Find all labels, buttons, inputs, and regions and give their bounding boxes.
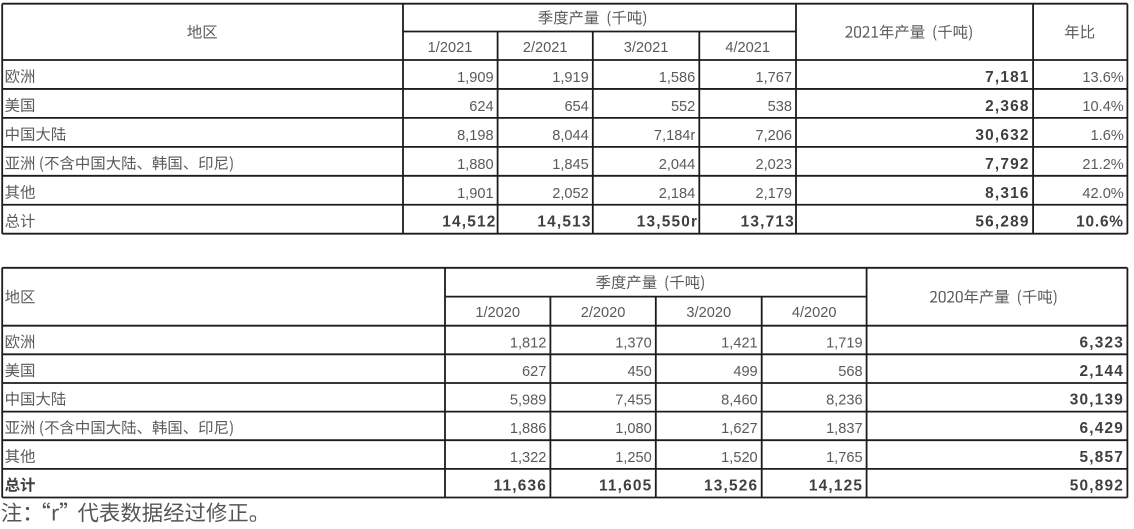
svg-text:450: 450 [627, 364, 651, 380]
svg-text:5,989: 5,989 [510, 393, 547, 409]
svg-text:50,892: 50,892 [1070, 478, 1124, 495]
svg-text:7,792: 7,792 [985, 156, 1030, 173]
svg-text:1/2020: 1/2020 [475, 305, 520, 321]
svg-text:1,080: 1,080 [615, 421, 652, 437]
svg-text:56,289: 56,289 [975, 214, 1029, 231]
svg-text:568: 568 [838, 364, 862, 380]
svg-text:2,144: 2,144 [1079, 363, 1124, 380]
svg-text:1,812: 1,812 [510, 335, 547, 351]
svg-text:1,837: 1,837 [826, 421, 863, 437]
svg-text:2/2020: 2/2020 [581, 305, 626, 321]
svg-text:2,179: 2,179 [755, 186, 792, 202]
svg-text:1,886: 1,886 [510, 421, 547, 437]
svg-text:1,880: 1,880 [457, 157, 494, 173]
svg-text:2,184: 2,184 [659, 186, 696, 202]
svg-text:1,767: 1,767 [755, 70, 792, 86]
svg-text:8,316: 8,316 [985, 185, 1030, 202]
svg-text:14,512: 14,512 [442, 214, 496, 231]
svg-text:1,370: 1,370 [615, 335, 652, 351]
svg-text:11,605: 11,605 [599, 478, 652, 495]
svg-text:1,586: 1,586 [659, 70, 696, 86]
svg-text:8,198: 8,198 [457, 128, 494, 144]
svg-text:13,550r: 13,550r [637, 214, 698, 231]
svg-text:7,206: 7,206 [755, 128, 792, 144]
svg-text:2,052: 2,052 [552, 186, 589, 202]
svg-text:7,181: 7,181 [985, 69, 1030, 86]
svg-text:6,429: 6,429 [1079, 420, 1124, 437]
svg-text:2,044: 2,044 [659, 157, 696, 173]
svg-text:14,125: 14,125 [809, 478, 863, 495]
svg-text:1,421: 1,421 [721, 335, 758, 351]
svg-text:1,909: 1,909 [457, 70, 494, 86]
svg-text:499: 499 [733, 364, 757, 380]
svg-text:3/2021: 3/2021 [624, 40, 669, 56]
svg-text:1,719: 1,719 [826, 335, 863, 351]
svg-text:552: 552 [671, 99, 695, 115]
svg-text:3/2020: 3/2020 [686, 305, 731, 321]
svg-text:13,526: 13,526 [704, 478, 758, 495]
svg-text:5,857: 5,857 [1079, 449, 1124, 466]
svg-text:30,139: 30,139 [1070, 392, 1124, 409]
svg-text:13,713: 13,713 [741, 214, 795, 231]
svg-text:627: 627 [522, 364, 546, 380]
svg-text:4/2021: 4/2021 [725, 40, 770, 56]
svg-text:1,845: 1,845 [552, 157, 589, 173]
svg-text:538: 538 [768, 99, 792, 115]
svg-text:14,513: 14,513 [537, 214, 591, 231]
svg-text:7,184r: 7,184r [654, 128, 696, 144]
svg-text:8,044: 8,044 [552, 128, 589, 144]
svg-text:4/2020: 4/2020 [792, 305, 837, 321]
svg-text:1,627: 1,627 [721, 421, 758, 437]
svg-text:1,250: 1,250 [615, 450, 652, 466]
svg-text:10.6%: 10.6% [1076, 214, 1124, 231]
svg-text:11,636: 11,636 [494, 478, 547, 495]
svg-text:6,323: 6,323 [1079, 334, 1124, 351]
svg-text:1,322: 1,322 [510, 450, 547, 466]
svg-text:1,901: 1,901 [457, 186, 494, 202]
svg-text:8,460: 8,460 [721, 393, 758, 409]
svg-text:8,236: 8,236 [826, 393, 863, 409]
svg-text:42.0%: 42.0% [1082, 186, 1123, 202]
svg-text:1,520: 1,520 [721, 450, 758, 466]
svg-text:624: 624 [469, 99, 493, 115]
svg-text:10.4%: 10.4% [1082, 99, 1123, 115]
svg-text:30,632: 30,632 [975, 127, 1029, 144]
svg-text:2,368: 2,368 [985, 98, 1030, 115]
svg-text:13.6%: 13.6% [1082, 70, 1123, 86]
svg-text:21.2%: 21.2% [1082, 157, 1123, 173]
svg-text:2,023: 2,023 [755, 157, 792, 173]
svg-text:1,765: 1,765 [826, 450, 863, 466]
svg-text:1/2021: 1/2021 [428, 40, 473, 56]
svg-text:2/2021: 2/2021 [523, 40, 568, 56]
svg-text:654: 654 [564, 99, 588, 115]
svg-text:1.6%: 1.6% [1091, 128, 1124, 144]
svg-text:7,455: 7,455 [615, 393, 652, 409]
svg-text:1,919: 1,919 [552, 70, 589, 86]
